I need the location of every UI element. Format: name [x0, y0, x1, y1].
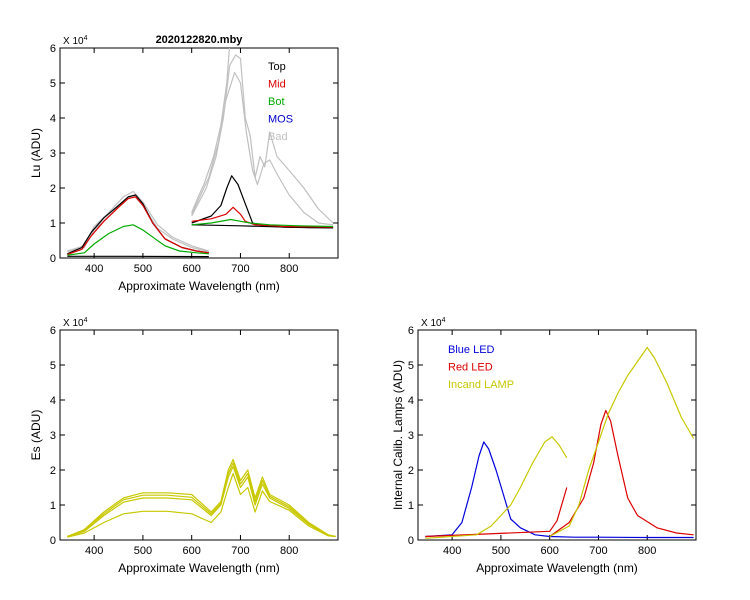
lu-y-multiplier: X 104 [63, 35, 88, 47]
lu-series-line-bad [67, 194, 209, 253]
lu-y-tick-label: 6 [50, 43, 56, 55]
lu-series-line-bad [191, 54, 334, 224]
lu-y-tick-label: 0 [50, 253, 56, 265]
lu-x-tick-label: 600 [183, 263, 201, 275]
lamps-series-line-incand-lamp [425, 436, 568, 539]
es-series-line-es-4 [67, 472, 336, 538]
lamps-y-tick-label: 3 [408, 430, 414, 442]
lu-legend-entry-mid: Mid [268, 79, 286, 91]
lu-series-line-bot [191, 218, 334, 228]
lamps-legend: Blue LED Red LED Incand LAMP [448, 344, 514, 391]
es-x-tick-label: 500 [134, 545, 152, 557]
lamps-y-tick-label: 6 [408, 325, 414, 337]
es-plot-frame [59, 329, 339, 541]
es-series-line-es-1 [67, 458, 336, 538]
es-y-tick-label: 3 [50, 430, 56, 442]
lu-y-tick-label: 4 [50, 113, 56, 125]
lamps-x-tick-label: 600 [541, 545, 559, 557]
chart-panel-es: X 104 Es (ADU) Approximate Wavelength (n… [29, 317, 339, 575]
es-y-tick-label: 0 [50, 535, 56, 547]
lamps-y-multiplier: X 104 [421, 317, 446, 329]
lamps-x-tick-label: 700 [589, 545, 607, 557]
lu-legend-entry-bad: Bad [268, 131, 288, 143]
es-y-axis-label: Es (ADU) [29, 410, 43, 461]
lamps-x-axis-label: Approximate Wavelength (nm) [476, 561, 638, 575]
es-x-tick-label: 700 [231, 545, 249, 557]
lu-series-line-bot [67, 224, 209, 256]
lamps-legend-entry-incand-lamp: Incand LAMP [448, 379, 514, 391]
lamps-x-tick-label: 500 [492, 545, 510, 557]
lu-y-tick-label: 1 [50, 218, 56, 230]
lamps-ticks: 400 500 600 700 800 0 1 2 3 4 5 6 [408, 325, 696, 557]
lu-series-line-mid [191, 206, 334, 228]
lu-series-line-bad [191, 71, 334, 226]
es-y-tick-label: 4 [50, 395, 56, 407]
lu-y-tick-label: 2 [50, 183, 56, 195]
es-series-line-es-2 [67, 462, 336, 538]
lu-series-line-bad [191, 48, 231, 213]
lu-series-line-mid [67, 196, 209, 256]
lamps-y-tick-label: 5 [408, 360, 414, 372]
lamps-series-line-blue-led [425, 441, 694, 539]
lu-chart-title: 2020122820.mby [156, 34, 244, 46]
es-x-tick-label: 400 [85, 545, 103, 557]
es-series [67, 458, 336, 538]
lu-legend-entry-mos: MOS [268, 114, 293, 126]
lamps-series-line-red-led [549, 409, 694, 537]
es-x-axis-label: Approximate Wavelength (nm) [118, 561, 280, 575]
lu-x-tick-label: 800 [280, 263, 298, 275]
lu-series-line-top [191, 224, 334, 229]
es-y-multiplier: X 104 [63, 317, 88, 329]
chart-panel-lamps: X 104 Internal Calib. Lamps (ADU) Approx… [391, 317, 697, 575]
lamps-y-tick-label: 0 [408, 535, 414, 547]
lu-y-axis-label: Lu (ADU) [29, 128, 43, 178]
lamps-legend-entry-blue-led: Blue LED [448, 344, 495, 356]
lu-x-tick-label: 500 [134, 263, 152, 275]
chart-panel-lu: 2020122820.mby X 104 Lu (ADU) Approximat… [29, 34, 339, 293]
lu-x-tick-label: 700 [231, 263, 249, 275]
es-y-tick-label: 6 [50, 325, 56, 337]
lu-series [67, 48, 334, 258]
lu-legend: Top Mid Bot MOS Bad [268, 61, 293, 143]
lu-x-tick-label: 400 [85, 263, 103, 275]
lu-y-tick-label: 5 [50, 78, 56, 90]
lamps-legend-entry-red-led: Red LED [448, 362, 493, 374]
lamps-series-line-red-led [425, 487, 568, 538]
es-y-tick-label: 1 [50, 500, 56, 512]
lamps-series [425, 346, 695, 539]
lamps-series-line-incand-lamp [549, 346, 695, 538]
lu-series-line-top [191, 175, 334, 229]
es-ticks: 400 500 600 700 800 0 1 2 3 4 5 6 [50, 325, 338, 557]
lamps-y-tick-label: 1 [408, 500, 414, 512]
es-y-tick-label: 2 [50, 465, 56, 477]
lu-legend-entry-top: Top [268, 61, 286, 73]
lamps-y-tick-label: 2 [408, 465, 414, 477]
lamps-x-tick-label: 800 [638, 545, 656, 557]
es-x-tick-label: 600 [183, 545, 201, 557]
lamps-y-axis-label: Internal Calib. Lamps (ADU) [391, 360, 405, 510]
lu-y-tick-label: 3 [50, 148, 56, 160]
lu-legend-entry-bot: Bot [268, 96, 285, 108]
lu-series-line-top [67, 194, 209, 255]
lu-x-axis-label: Approximate Wavelength (nm) [118, 279, 280, 293]
lamps-y-tick-label: 4 [408, 395, 414, 407]
es-x-tick-label: 800 [280, 545, 298, 557]
es-series-line-es-3 [67, 465, 336, 538]
lamps-x-tick-label: 400 [443, 545, 461, 557]
lu-ticks: 400 500 600 700 800 0 1 2 3 4 5 6 [50, 43, 338, 275]
es-y-tick-label: 5 [50, 360, 56, 372]
